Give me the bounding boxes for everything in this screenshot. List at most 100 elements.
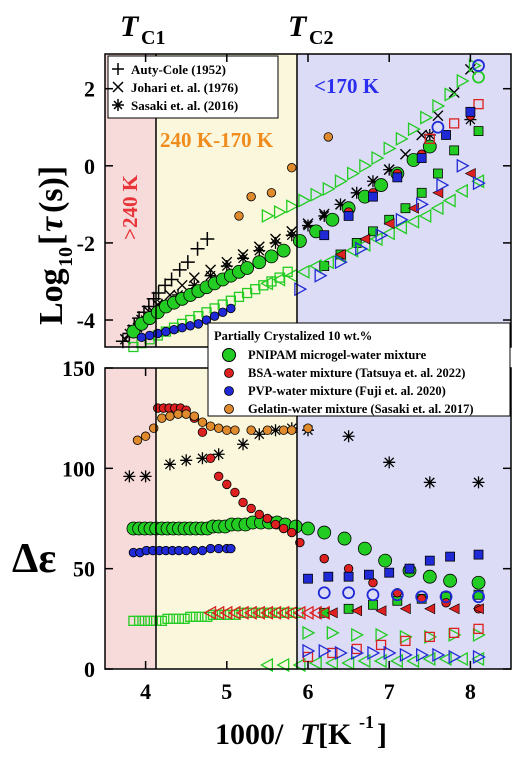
data-point-johari-et-al-1976	[432, 110, 444, 122]
data-point-pnipam-open-right-triangle	[273, 204, 287, 220]
data-point-pnipam-open-left-triangle	[272, 272, 286, 287]
data-point-pvp-water-mixture-fuji-et-al-2020	[189, 545, 200, 556]
data-point-pnipam-open-right-triangle	[302, 625, 316, 640]
data-point-pvp-open-circle	[431, 120, 445, 134]
data-point-gelatin-water-mixture-sasaki-et-al-2017	[262, 425, 273, 435]
data-point-pnipam-open-right-triangle	[407, 122, 421, 137]
data-point-bsa-open-square	[424, 631, 435, 643]
legend-label-sasaki: Sasaki et. al. (2016)	[131, 98, 238, 113]
data-point-bsa-water-mixture-tatsuya-et-al-2022	[278, 523, 289, 534]
data-point-bsa-left-triangle	[464, 168, 476, 179]
data-point-pvp-open-right-triangle	[314, 268, 328, 283]
data-point-auty-cole-1952	[172, 262, 187, 277]
data-point-pvp-filled-square	[343, 211, 354, 221]
data-point-gelatin-water-mixture-sasaki-et-al-2017	[181, 409, 191, 419]
data-point-pvp-open-circle	[472, 59, 485, 72]
data-point-pnipam-open-left-triangle	[296, 264, 310, 279]
data-point-pnipam-microgel-water-mixture	[317, 525, 332, 540]
svg-text:1000/: 1000/	[215, 718, 284, 751]
data-point-pnipam-open-right-triangle	[420, 110, 434, 125]
data-point-gelatin-water-mixture-sasaki-et-al-2017	[222, 425, 232, 435]
data-point-pvp-filled	[136, 332, 147, 343]
svg-text:10: 10	[55, 247, 77, 267]
svg-text:T: T	[300, 718, 320, 751]
y-tick-label: 0	[84, 154, 95, 179]
data-point-sasaki-et-al-2016	[383, 456, 396, 469]
data-point-pnipam-open-right-triangle	[444, 87, 458, 102]
data-point-bsa-open-left-triangle	[203, 605, 217, 620]
data-point-pnipam-open-right-triangle	[310, 187, 324, 202]
data-point-pvp-filled-square	[445, 551, 456, 562]
data-point-pvp-filled	[144, 330, 155, 341]
data-point-sasaki-et-al-2016	[269, 236, 282, 249]
data-point-sasaki-et-al-2016	[383, 163, 396, 176]
x-tick-label: 8	[465, 679, 476, 704]
data-point-pnipam-open-square	[196, 611, 207, 622]
data-point-pvp-water-mixture-fuji-et-al-2020	[226, 543, 236, 554]
data-point-pnipam-filled	[325, 212, 340, 227]
data-point-pnipam-open-left-triangle	[406, 214, 420, 229]
data-point-pvp-open-circle	[317, 586, 331, 600]
data-point-bsa-open-square	[473, 98, 484, 110]
data-point-bsa-open-left-triangle	[243, 605, 257, 620]
data-point-pnipam-filled-square	[473, 126, 484, 137]
data-point-bsa-left-triangle	[472, 603, 484, 615]
data-point-gelatin-water-mixture-sasaki-et-al-2017	[205, 421, 216, 431]
data-point-pvp-filled-square	[424, 555, 435, 566]
data-point-pnipam-open-left-triangle	[341, 655, 355, 671]
data-point-bsa-left-triangle	[334, 248, 346, 260]
data-point-pnipam-open-left-triangle	[454, 651, 468, 667]
data-point-gelatin-water-mixture-sasaki-et-al-2017	[132, 435, 143, 445]
legend-label-pnipam: PNIPAM microgel-water mixture	[248, 348, 427, 362]
data-point-pnipam-open-right-triangle	[286, 199, 300, 214]
data-point-pvp-open-right-triangle	[351, 645, 365, 661]
legend-marker-pvp	[224, 386, 234, 396]
data-point-bsa-left-triangle	[359, 233, 371, 245]
data-point-bsa-water-mixture-tatsuya-et-al-2022	[254, 509, 264, 520]
svg-text:[: [	[33, 234, 70, 245]
data-point-gelatin-water-mixture-sasaki-et-al-2017	[157, 413, 167, 423]
data-point-sasaki-et-al-2016	[302, 219, 314, 232]
y-tick-label: 2	[84, 77, 95, 102]
data-point-pvp-open-right-triangle	[432, 647, 446, 663]
data-point-gelatin-water-mixture-sasaki-et-al-2017	[165, 411, 175, 421]
legend-label-bsa: BSA-water mixture (Tatsuya et. al. 2022)	[248, 366, 465, 380]
data-point-pvp-open-right-triangle	[456, 158, 470, 173]
region-label-below-170k: <170 K	[314, 74, 380, 98]
data-point-bsa-water-mixture-tatsuya-et-al-2022	[262, 513, 273, 524]
data-point-auty-cole-1952	[200, 232, 215, 247]
data-point-bsa-open-left-triangle	[316, 605, 330, 620]
data-point-pnipam-open-right-triangle	[383, 141, 397, 156]
data-point-sasaki-et-al-2016	[180, 454, 193, 467]
data-point-sasaki-et-al-2016	[188, 279, 201, 292]
x-tick-label: 5	[221, 679, 232, 704]
data-point-pvp-open-right-triangle	[318, 643, 332, 659]
data-point-bsa-water-mixture-tatsuya-et-al-2022	[213, 471, 224, 482]
data-point-pnipam-open-right-triangle	[322, 181, 336, 197]
data-point-pnipam-open-left-triangle	[325, 655, 339, 671]
data-point-pnipam-open-left-triangle	[308, 258, 322, 274]
data-point-pvp-filled	[177, 323, 187, 333]
data-point-pnipam-open-left-triangle	[418, 208, 432, 224]
x-tick-label: 4	[140, 679, 151, 704]
data-point-pvp-filled	[153, 328, 163, 339]
legend-label-auty-cole: Auty-Cole (1952)	[131, 62, 226, 77]
data-point-pnipam-open-left-triangle	[394, 220, 408, 235]
svg-text:Log: Log	[33, 268, 70, 325]
x-tick-label: 7	[384, 679, 395, 704]
data-point-pnipam-microgel-water-mixture	[378, 553, 393, 568]
data-point-bsa-open-left-triangle	[300, 605, 314, 620]
data-point-pnipam-filled	[276, 243, 291, 258]
data-point-bsa-open-left-triangle	[235, 605, 249, 620]
data-point-pnipam-open-right-triangle	[298, 193, 312, 208]
svg-text:T: T	[288, 10, 308, 43]
data-point-pvp-filled	[209, 311, 220, 321]
data-point-pvp-open-right-triangle	[302, 643, 316, 659]
data-point-pnipam-filled-square	[433, 168, 443, 179]
data-point-pvp-open-circle	[415, 590, 429, 604]
data-point-pnipam-open-left-triangle	[471, 651, 485, 667]
bottom-y-axis-label: Δε	[12, 536, 56, 582]
data-point-bsa-open-left-triangle	[308, 605, 322, 620]
data-point-gelatin-water-mixture-sasaki-et-al-2017	[246, 425, 256, 435]
data-point-sasaki-et-al-2016	[318, 209, 331, 222]
